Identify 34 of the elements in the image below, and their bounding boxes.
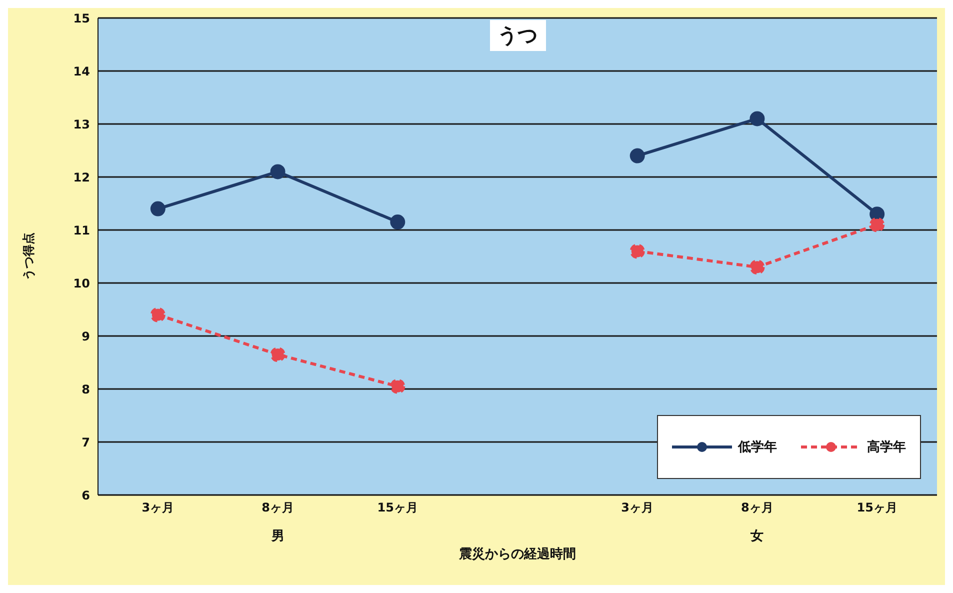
- x-tick-label: 3ヶ月: [142, 500, 174, 515]
- y-tick-label: 11: [73, 223, 90, 238]
- x-tick-label: 15ヶ月: [856, 500, 898, 515]
- text: 男: [271, 528, 284, 545]
- x-tick-label: 3ヶ月: [621, 500, 654, 515]
- y-tick-label: 15: [73, 11, 90, 26]
- point: [390, 378, 406, 394]
- y-tick-label: 13: [73, 117, 90, 132]
- point: [390, 214, 406, 230]
- point: [270, 164, 286, 180]
- point: [870, 217, 885, 232]
- legend-label: 高学年: [867, 438, 906, 456]
- y-axis-title: うつ得点: [21, 232, 36, 280]
- x-tick-label: 8ヶ月: [741, 500, 774, 515]
- legend-label: 低学年: [738, 439, 777, 456]
- point: [150, 201, 166, 216]
- y-tick-label: 7: [82, 435, 90, 450]
- chart-title: うつ: [490, 20, 546, 51]
- y-tick-label: 14: [73, 64, 90, 78]
- y-tick-label: 9: [82, 329, 90, 344]
- y-tick-label: 8: [82, 382, 90, 396]
- y-tick-label: 10: [73, 276, 90, 290]
- point: [150, 307, 166, 322]
- point: [630, 244, 645, 259]
- y-tick-label: 6: [82, 488, 90, 502]
- y-tick-label: 12: [73, 170, 90, 184]
- x-axis-title: 震災からの経過時間: [459, 546, 576, 563]
- text: 女: [750, 528, 764, 545]
- point: [630, 148, 645, 164]
- point: [750, 260, 765, 275]
- x-tick-label: 15ヶ月: [377, 500, 418, 515]
- x-tick-label: 8ヶ月: [262, 500, 294, 515]
- point: [270, 347, 286, 362]
- point: [750, 111, 765, 126]
